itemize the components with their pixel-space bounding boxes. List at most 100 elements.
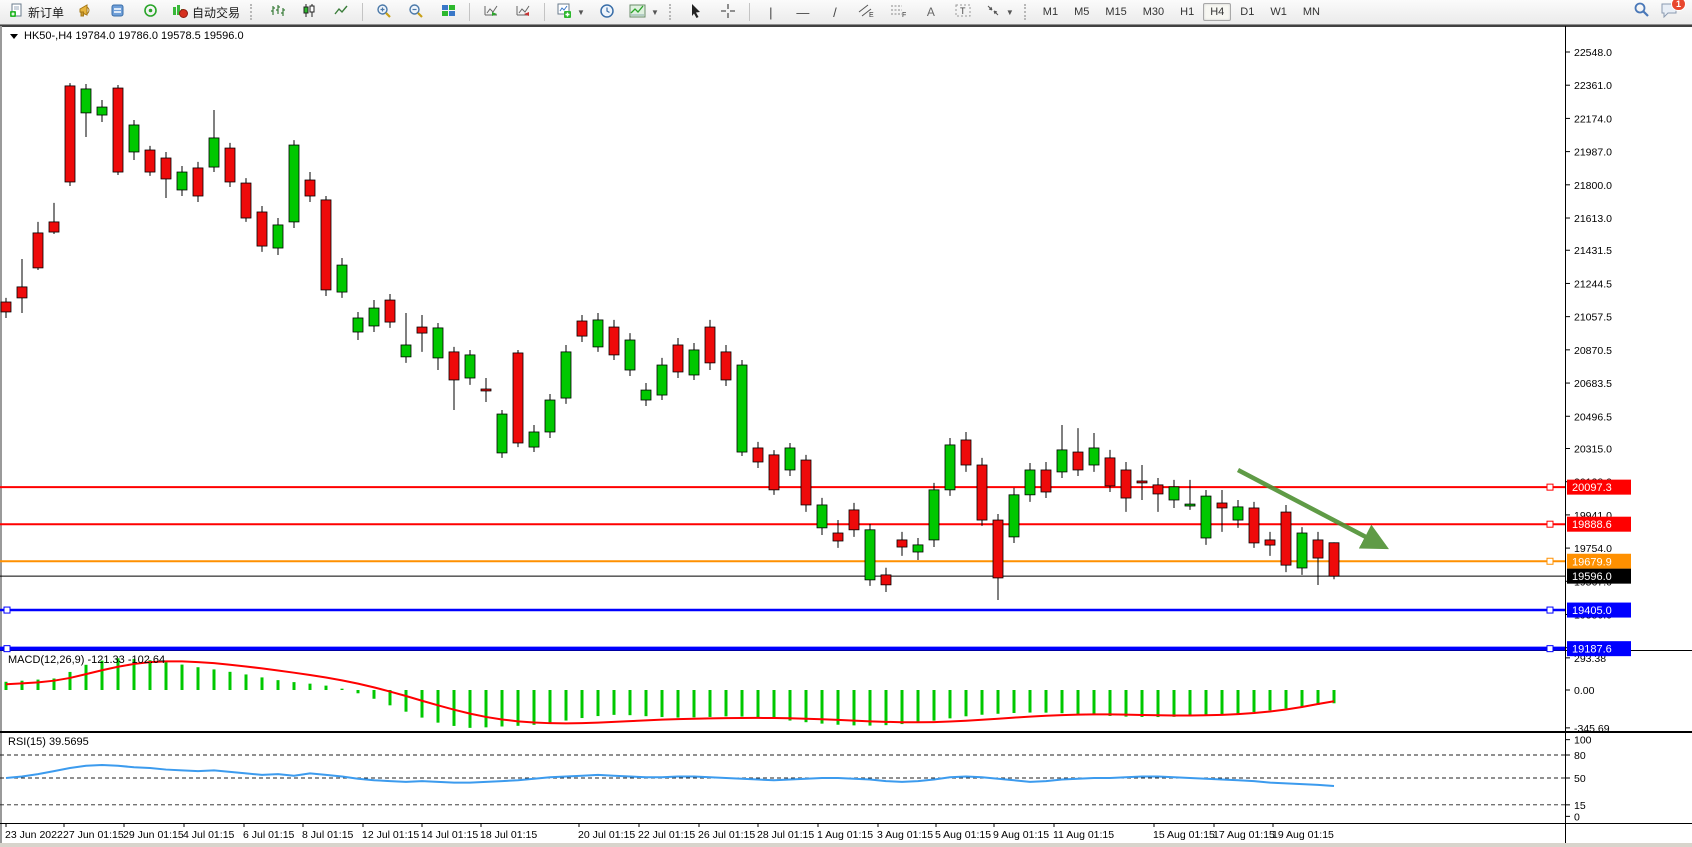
chart-shift-button[interactable] <box>508 1 538 23</box>
date-axis-tick-label: 19 Aug 01:15 <box>1272 829 1334 841</box>
line-handle <box>1546 520 1554 528</box>
text-tool-button[interactable]: A <box>916 1 946 23</box>
equidistant-channel-tool-button[interactable]: E <box>852 1 882 23</box>
chart-title-collapse-icon[interactable] <box>10 33 18 39</box>
crosshair-icon <box>720 3 736 22</box>
timeframe-m30-button[interactable]: M30 <box>1142 6 1165 18</box>
candle-body <box>1200 495 1212 539</box>
trendline-tool-button[interactable]: / <box>820 1 850 23</box>
date-axis-tick-label: 5 Aug 01:15 <box>935 829 991 841</box>
candlestick-icon <box>302 3 317 21</box>
candle-body <box>256 211 268 247</box>
candle-body <box>704 326 716 364</box>
price-badge-label: 19888.6 <box>1572 519 1612 531</box>
candle-body <box>896 539 908 548</box>
zoom-out-button[interactable] <box>401 1 431 23</box>
rsi-axis-tick-label: 100 <box>1574 735 1592 747</box>
candle-body <box>224 147 236 183</box>
fibonacci-tool-button[interactable]: F <box>884 1 914 23</box>
price-axis-tick-label: 20315.0 <box>1574 443 1612 455</box>
arrows-tool-button[interactable]: ▼ <box>980 1 1019 23</box>
candle-body <box>752 447 764 463</box>
chat-button[interactable]: 1 <box>1660 0 1686 23</box>
chevron-down-icon: ▼ <box>1005 7 1014 17</box>
price-axis-tick-label: 21057.5 <box>1574 312 1612 324</box>
price-badge-label: 19187.6 <box>1572 644 1612 656</box>
vertical-line-tool-button[interactable]: | <box>756 1 786 23</box>
line-handle <box>1546 645 1554 653</box>
zoom-in-icon <box>376 3 392 22</box>
line-handle <box>3 606 11 614</box>
candle-body <box>688 349 700 376</box>
price-badge <box>1567 602 1631 618</box>
candle-body <box>288 144 300 223</box>
label-tool-button[interactable]: T <box>948 1 978 23</box>
timeframe-mn-button[interactable]: MN <box>1302 6 1320 18</box>
candle-body <box>448 351 460 381</box>
timeframe-h4-button[interactable]: H4 <box>1203 3 1232 21</box>
candle-body <box>880 574 892 586</box>
price-axis-tick-label: 20683.5 <box>1574 378 1612 390</box>
price-axis-tick-label: 20496.5 <box>1574 411 1612 423</box>
timeframe-d1-button[interactable]: D1 <box>1240 6 1255 18</box>
auto-scroll-icon <box>483 3 499 21</box>
cursor-icon <box>689 3 703 22</box>
cursor-tool-button[interactable] <box>681 1 711 23</box>
crosshair-tool-button[interactable] <box>713 1 743 23</box>
bar-chart-mode-button[interactable] <box>262 1 292 23</box>
timeframe-h1-button[interactable]: H1 <box>1180 6 1195 18</box>
timeframe-m5-button[interactable]: M5 <box>1074 6 1090 18</box>
line-handle <box>1546 483 1554 491</box>
autotrading-button[interactable]: 自动交易 <box>167 1 245 23</box>
timeframe-m1-button[interactable]: M1 <box>1042 6 1059 18</box>
signals-button[interactable] <box>135 1 165 23</box>
clock-icon <box>599 3 615 22</box>
date-axis-tick-label: 20 Jul 01:15 <box>578 829 635 841</box>
candle-body <box>624 339 636 371</box>
market-depth-button[interactable] <box>103 1 133 23</box>
svg-text:T: T <box>960 6 966 16</box>
price-badge <box>1567 479 1631 495</box>
price-badge-label: 19596.0 <box>1572 571 1612 583</box>
line-handle <box>3 645 11 653</box>
tile-windows-button[interactable] <box>433 1 463 23</box>
candle-body <box>1328 542 1340 577</box>
line-handle <box>1546 557 1554 565</box>
candlestick-mode-button[interactable] <box>294 1 324 23</box>
price-axis-tick-label: 22361.0 <box>1574 80 1612 92</box>
date-axis-tick-label: 28 Jul 01:15 <box>757 829 814 841</box>
candle-body <box>912 544 924 553</box>
candle-body <box>1312 539 1324 559</box>
candle-body <box>1104 457 1116 487</box>
date-axis-tick-label: 29 Jun 01:15 <box>123 829 184 841</box>
new-chart-button[interactable]: ▼ <box>551 1 590 23</box>
macd-indicator-label: MACD(12,26,9) -121.33 -102.64 <box>8 654 166 666</box>
alerts-button[interactable] <box>71 1 101 23</box>
candle-body <box>0 301 12 313</box>
candle-body <box>160 157 172 180</box>
period-clock-button[interactable] <box>592 1 622 23</box>
timeframe-m15-button[interactable]: M15 <box>1105 6 1127 18</box>
line-handle <box>1546 606 1554 614</box>
new-order-button[interactable]: 新订单 <box>4 1 69 23</box>
line-chart-mode-button[interactable] <box>326 1 356 23</box>
search-icon[interactable] <box>1633 1 1650 23</box>
candle-body <box>544 399 556 433</box>
candle-body <box>272 224 284 249</box>
date-axis-tick-label: 3 Aug 01:15 <box>877 829 933 841</box>
chat-unread-badge: 1 <box>1670 0 1686 11</box>
candle-body <box>48 221 60 233</box>
templates-button[interactable]: ▼ <box>624 1 664 23</box>
timeframe-w1-button[interactable]: W1 <box>1270 6 1287 18</box>
candle-body <box>416 326 428 334</box>
horizontal-line-tool-button[interactable]: — <box>788 1 818 23</box>
candle-body <box>1120 469 1132 499</box>
trendline-icon: / <box>833 4 837 20</box>
main-toolbar: 新订单 自动交易 <box>0 0 1692 25</box>
candle-body <box>1136 480 1148 484</box>
candle-body <box>176 171 188 191</box>
auto-scroll-button[interactable] <box>476 1 506 23</box>
zoom-in-button[interactable] <box>369 1 399 23</box>
price-badge <box>1567 641 1631 657</box>
